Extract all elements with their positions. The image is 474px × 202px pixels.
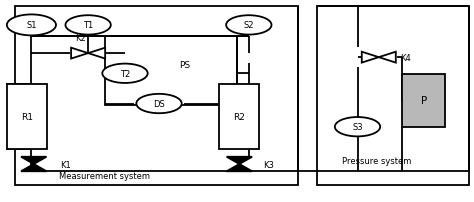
Polygon shape [227,157,252,164]
Text: K3: K3 [263,160,274,169]
Text: K2: K2 [75,34,85,43]
Bar [7,85,47,149]
Text: R1: R1 [21,113,33,122]
Polygon shape [88,48,105,59]
Text: T1: T1 [83,21,93,30]
Polygon shape [21,164,46,171]
Text: R2: R2 [233,113,246,122]
Bar [219,85,259,149]
Text: S1: S1 [26,21,36,30]
Polygon shape [21,157,46,164]
Polygon shape [379,53,396,63]
Polygon shape [362,53,379,63]
Text: S2: S2 [244,21,254,30]
Polygon shape [71,48,88,59]
Text: S3: S3 [352,123,363,132]
Circle shape [65,16,111,35]
Bar [402,75,445,127]
Text: K1: K1 [60,160,71,169]
Text: K4: K4 [400,53,411,62]
Polygon shape [227,164,252,171]
Text: Pressure system: Pressure system [342,157,411,166]
Circle shape [7,15,56,36]
Circle shape [137,94,182,114]
Text: T2: T2 [120,69,130,78]
Bar [105,37,237,105]
Text: Measurement system: Measurement system [59,171,150,180]
Circle shape [102,64,148,84]
Text: PS: PS [180,60,191,69]
Circle shape [335,117,380,137]
Circle shape [226,16,272,35]
Text: P: P [420,96,427,106]
Bar [318,7,469,185]
Bar [15,7,299,185]
Text: DS: DS [153,100,165,108]
